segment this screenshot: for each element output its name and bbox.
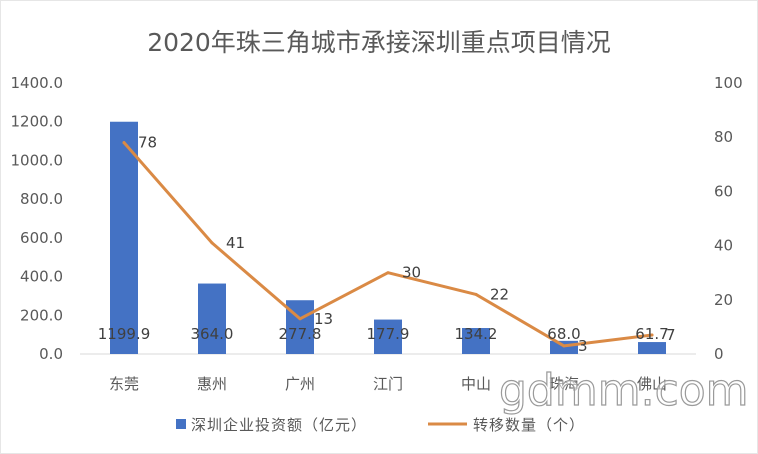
line-series-transfer-count bbox=[122, 141, 654, 348]
left-axis-tick-label: 0.0 bbox=[39, 345, 63, 363]
left-axis-tick-label: 1000.0 bbox=[11, 151, 64, 169]
line-point-广州 bbox=[298, 317, 302, 321]
bar-value-label: 1199.9 bbox=[98, 325, 151, 343]
right-axis-tick-label: 20 bbox=[714, 291, 733, 309]
right-y-axis: 0 20 40 60 80 100 bbox=[714, 74, 743, 363]
right-axis-tick-label: 60 bbox=[714, 182, 733, 200]
left-axis-tick-label: 1200.0 bbox=[11, 113, 64, 131]
x-axis-category-label: 珠海 bbox=[549, 375, 579, 393]
line-point-东莞 bbox=[122, 141, 126, 145]
legend: 深圳企业投资额（亿元） 转移数量（个） bbox=[176, 416, 585, 434]
x-axis-category-label: 佛山 bbox=[637, 375, 667, 393]
right-axis-tick-label: 40 bbox=[714, 237, 733, 255]
line-point-惠州 bbox=[210, 241, 214, 245]
left-axis-tick-label: 1400.0 bbox=[11, 74, 64, 92]
x-axis-category-label: 广州 bbox=[285, 375, 315, 393]
line-point-佛山 bbox=[650, 333, 654, 337]
line-value-label: 13 bbox=[314, 310, 333, 328]
bar-series-investment bbox=[110, 121, 666, 354]
left-y-axis: 0.0 200.0 400.0 600.0 800.0 1000.0 1200.0 1400.… bbox=[11, 74, 64, 363]
bar-江门 bbox=[374, 319, 402, 354]
bar-佛山 bbox=[638, 342, 666, 354]
bar-惠州 bbox=[198, 283, 226, 354]
bar-value-labels: 1199.9 364.0 277.8 177.9 134.2 68.0 61.7 bbox=[98, 325, 669, 343]
right-axis-tick-label: 100 bbox=[714, 74, 743, 92]
legend-swatch-bar bbox=[176, 419, 186, 429]
chart-title: 2020年珠三角城市承接深圳重点项目情况 bbox=[147, 28, 611, 57]
legend-label-investment: 深圳企业投资额（亿元） bbox=[191, 416, 367, 434]
bar-value-label: 364.0 bbox=[191, 325, 234, 343]
bar-value-label: 68.0 bbox=[547, 325, 580, 343]
bar-value-label: 277.8 bbox=[279, 325, 322, 343]
line-value-labels: 78 41 13 30 22 3 7 bbox=[138, 134, 676, 355]
x-axis-category-label: 中山 bbox=[461, 375, 491, 393]
line-value-label: 3 bbox=[578, 337, 588, 355]
right-axis-tick-label: 0 bbox=[714, 345, 724, 363]
legend-label-transfer-count: 转移数量（个） bbox=[473, 416, 585, 434]
left-axis-tick-label: 600.0 bbox=[20, 229, 63, 247]
line-value-label: 22 bbox=[490, 285, 509, 303]
bar-value-label: 134.2 bbox=[455, 325, 498, 343]
line-value-label: 30 bbox=[402, 264, 421, 282]
bar-value-label: 61.7 bbox=[635, 325, 668, 343]
line-value-label: 78 bbox=[138, 134, 157, 152]
watermark: gdmm.com bbox=[499, 365, 749, 416]
right-axis-tick-label: 80 bbox=[714, 128, 733, 146]
line-point-江门 bbox=[386, 271, 390, 275]
x-axis-category-label: 江门 bbox=[373, 375, 403, 393]
x-axis-category-label: 东莞 bbox=[109, 375, 139, 393]
bar-value-label: 177.9 bbox=[367, 325, 410, 343]
line-point-中山 bbox=[474, 292, 478, 296]
x-axis-category-label: 惠州 bbox=[197, 375, 227, 393]
legend-item-investment: 深圳企业投资额（亿元） bbox=[176, 416, 367, 434]
left-axis-tick-label: 800.0 bbox=[20, 190, 63, 208]
legend-item-transfer-count: 转移数量（个） bbox=[428, 416, 585, 434]
bar-东莞 bbox=[110, 121, 138, 354]
x-axis-category-labels: 东莞 惠州 广州 江门 中山 珠海 佛山 bbox=[109, 375, 667, 393]
left-axis-tick-label: 200.0 bbox=[20, 306, 63, 324]
left-axis-tick-label: 400.0 bbox=[20, 268, 63, 286]
bar-中山 bbox=[462, 328, 490, 354]
line-point-珠海 bbox=[562, 344, 566, 348]
line-value-label: 41 bbox=[226, 234, 245, 252]
line-value-label: 7 bbox=[666, 326, 676, 344]
